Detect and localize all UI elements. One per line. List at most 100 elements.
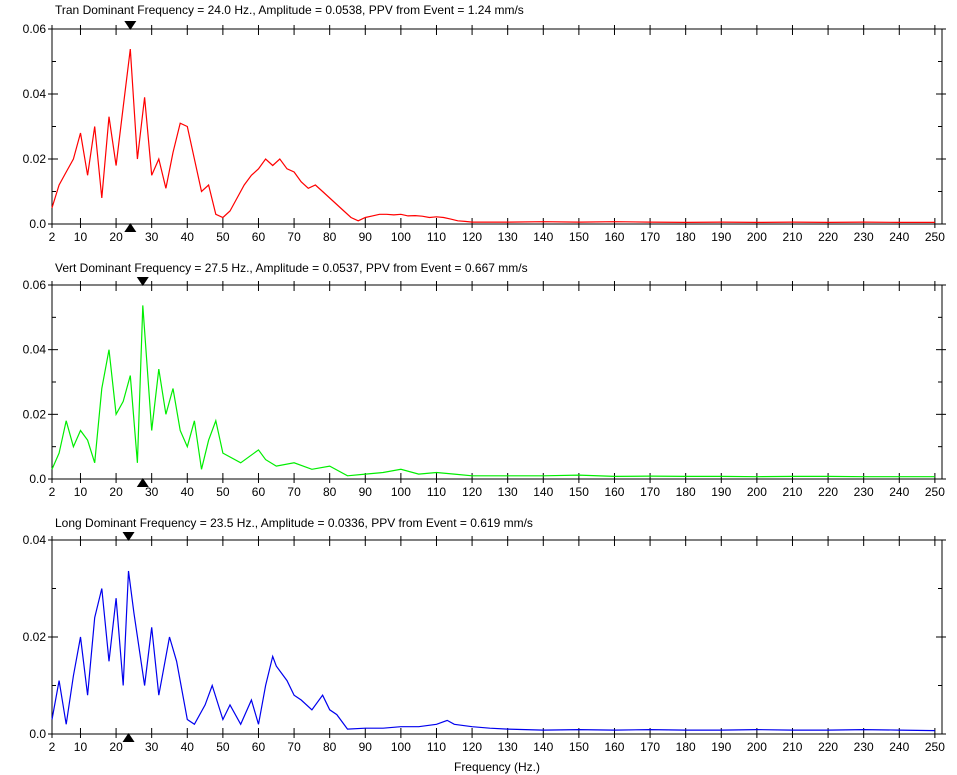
tran-xtick-label: 230 (854, 230, 874, 244)
long-x-axis: 2 10 20 30 40 50 60 70 80 90 100 110 120 130 140 150 160… (49, 536, 945, 754)
vert-ytick-label: 0.04 (23, 343, 47, 357)
tran-xtick-label: 70 (287, 230, 301, 244)
vert-xtick-label: 110 (427, 485, 446, 499)
long-xtick-label: 200 (747, 740, 767, 754)
long-xtick-label: 120 (462, 740, 482, 754)
tran-dominant-marker-top (124, 21, 137, 30)
vert-xtick-label: 70 (287, 485, 301, 499)
tran-panel-title: Tran Dominant Frequency = 24.0 Hz., Ampl… (55, 3, 524, 17)
long-xtick-label: 20 (109, 740, 123, 754)
vert-xtick-label: 2 (49, 485, 56, 499)
long-ytick-label: 0.0 (29, 727, 46, 741)
tran-xtick-label: 50 (216, 230, 230, 244)
long-xtick-label: 190 (711, 740, 731, 754)
long-panel: Long Dominant Frequency = 23.5 Hz., Ampl… (23, 516, 946, 754)
long-panel-title: Long Dominant Frequency = 23.5 Hz., Ampl… (55, 516, 533, 530)
long-xtick-label: 90 (359, 740, 373, 754)
long-ytick-label: 0.04 (23, 533, 47, 547)
tran-xtick-label: 20 (109, 230, 123, 244)
vert-ytick-label: 0.02 (23, 407, 47, 421)
long-xtick-label: 250 (925, 740, 945, 754)
vert-dominant-markers (136, 277, 149, 487)
long-xtick-label: 70 (287, 740, 301, 754)
tran-xtick-label: 160 (604, 230, 624, 244)
long-xtick-label: 40 (181, 740, 195, 754)
long-xtick-label: 2 (49, 740, 56, 754)
tran-xtick-label: 120 (462, 230, 482, 244)
vert-xtick-label: 250 (925, 485, 945, 499)
vert-xtick-label: 200 (747, 485, 767, 499)
long-xtick-label: 240 (889, 740, 909, 754)
vert-xtick-label: 230 (854, 485, 874, 499)
vert-xtick-label: 160 (604, 485, 624, 499)
vert-xtick-label: 170 (640, 485, 660, 499)
vert-xtick-label: 10 (74, 485, 88, 499)
vert-spectrum-line (51, 305, 935, 478)
long-dominant-marker-top (122, 532, 135, 541)
tran-ytick-label: 0.0 (29, 217, 46, 231)
long-xtick-label: 160 (604, 740, 624, 754)
vert-xtick-label: 190 (711, 485, 731, 499)
long-xtick-label: 150 (569, 740, 589, 754)
tran-xtick-label: 130 (498, 230, 518, 244)
long-xtick-label: 230 (854, 740, 874, 754)
long-xtick-label: 210 (782, 740, 802, 754)
long-xtick-label: 140 (533, 740, 553, 754)
tran-xtick-label: 240 (889, 230, 909, 244)
long-xtick-label: 130 (498, 740, 518, 754)
long-plot-frame (51, 539, 943, 735)
vert-xtick-label: 100 (391, 485, 411, 499)
vert-plot-frame (51, 284, 943, 480)
vert-xtick-label: 120 (462, 485, 482, 499)
tran-xtick-label: 180 (676, 230, 696, 244)
vert-xtick-label: 90 (359, 485, 373, 499)
vert-xtick-label: 20 (109, 485, 123, 499)
vert-ytick-label: 0.06 (23, 278, 47, 292)
x-axis-label: Frequency (Hz.) (454, 760, 540, 774)
tran-ytick-label: 0.04 (23, 87, 47, 101)
tran-xtick-label: 40 (181, 230, 195, 244)
vert-xtick-label: 40 (181, 485, 195, 499)
vert-xtick-label: 50 (216, 485, 230, 499)
tran-xtick-label: 140 (533, 230, 553, 244)
tran-panel: Tran Dominant Frequency = 24.0 Hz., Ampl… (23, 3, 946, 244)
long-ytick-label: 0.02 (23, 630, 47, 644)
long-dominant-markers (122, 532, 135, 742)
long-spectrum-line (51, 570, 935, 732)
tran-ytick-label: 0.02 (23, 152, 47, 166)
tran-xtick-label: 80 (323, 230, 337, 244)
vert-dominant-marker-bottom (136, 478, 149, 487)
vert-dominant-marker-top (136, 277, 149, 286)
tran-xtick-label: 220 (818, 230, 838, 244)
vert-xtick-label: 210 (782, 485, 802, 499)
vert-panel: Vert Dominant Frequency = 27.5 Hz., Ampl… (23, 261, 946, 499)
vert-ytick-label: 0.0 (29, 472, 46, 486)
tran-xtick-label: 250 (925, 230, 945, 244)
tran-xtick-label: 10 (74, 230, 88, 244)
tran-xtick-label: 30 (145, 230, 159, 244)
vert-panel-title: Vert Dominant Frequency = 27.5 Hz., Ampl… (55, 261, 528, 275)
tran-xtick-label: 60 (252, 230, 266, 244)
tran-xtick-label: 150 (569, 230, 589, 244)
vert-xtick-label: 150 (569, 485, 589, 499)
tran-x-axis: 2 10 20 30 40 50 60 70 80 90 100 110 120 130 140 150 160… (49, 25, 945, 244)
vert-xtick-label: 220 (818, 485, 838, 499)
tran-xtick-label: 100 (391, 230, 411, 244)
tran-plot-frame (51, 28, 943, 225)
tran-xtick-label: 190 (711, 230, 731, 244)
vert-xtick-label: 130 (498, 485, 518, 499)
vert-xtick-label: 140 (533, 485, 553, 499)
tran-xtick-label: 110 (427, 230, 446, 244)
long-xtick-label: 10 (74, 740, 88, 754)
vert-xtick-label: 80 (323, 485, 337, 499)
tran-dominant-marker-bottom (124, 223, 137, 232)
vert-xtick-label: 180 (676, 485, 696, 499)
tran-xtick-label: 90 (359, 230, 373, 244)
long-xtick-label: 30 (145, 740, 159, 754)
tran-y-axis: 0.0 0.02 0.04 0.06 (23, 22, 946, 231)
vert-xtick-label: 60 (252, 485, 266, 499)
tran-dominant-markers (124, 21, 137, 232)
vert-xtick-label: 240 (889, 485, 909, 499)
tran-spectrum-line (51, 49, 935, 224)
